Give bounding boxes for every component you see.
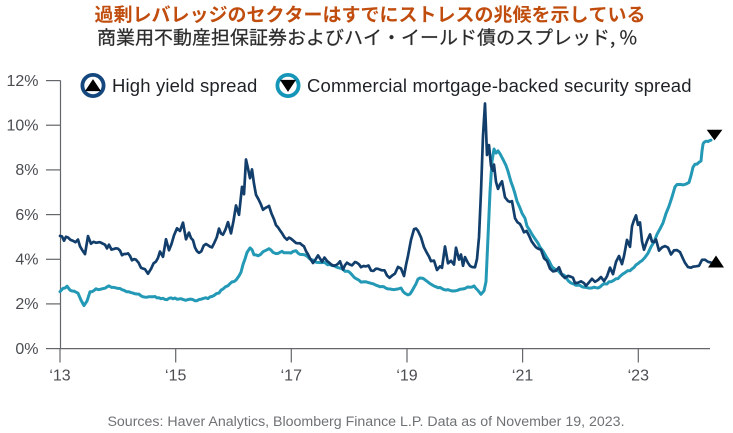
svg-text:‘21: ‘21 — [512, 368, 533, 385]
svg-text:‘23: ‘23 — [628, 368, 649, 385]
svg-text:‘19: ‘19 — [396, 368, 417, 385]
svg-text:10%: 10% — [6, 117, 38, 134]
svg-text:12%: 12% — [6, 73, 38, 90]
svg-text:High yield spread: High yield spread — [112, 75, 258, 96]
svg-text:Sources: Haver Analytics, Bloo: Sources: Haver Analytics, Bloomberg Fina… — [107, 414, 624, 430]
svg-text:8%: 8% — [15, 162, 38, 179]
svg-text:2%: 2% — [15, 296, 38, 313]
svg-text:‘17: ‘17 — [281, 368, 302, 385]
svg-text:0%: 0% — [15, 341, 38, 358]
svg-text:‘15: ‘15 — [165, 368, 186, 385]
svg-text:6%: 6% — [15, 207, 38, 224]
svg-text:4%: 4% — [15, 252, 38, 269]
svg-text:‘13: ‘13 — [49, 368, 70, 385]
svg-text:Commercial mortgage-backed sec: Commercial mortgage-backed security spre… — [307, 75, 692, 96]
